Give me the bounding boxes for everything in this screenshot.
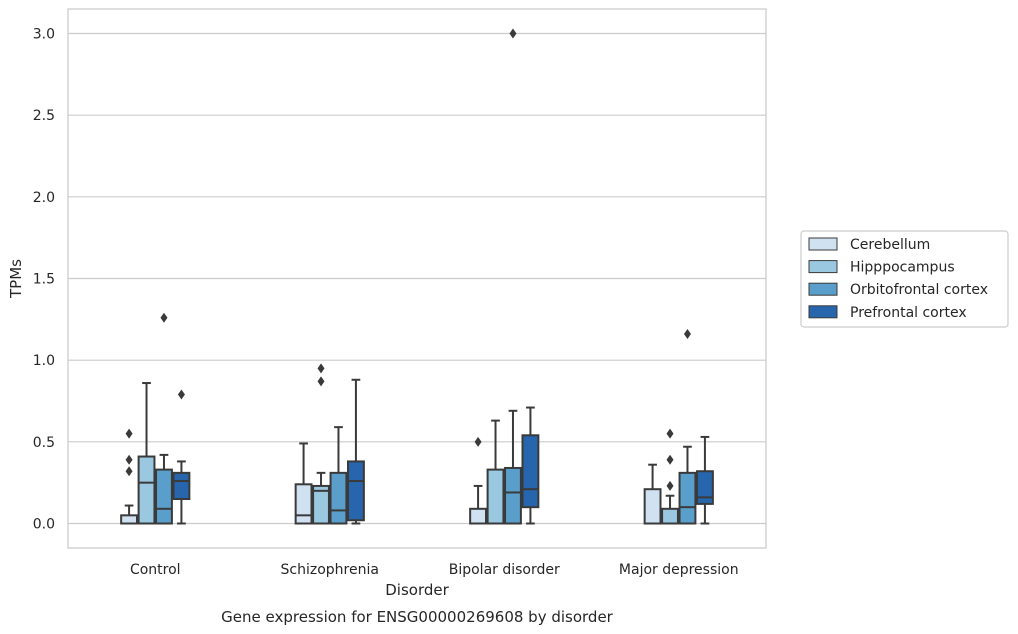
- legend-frame: [800, 230, 1009, 328]
- box-iqr: [312, 484, 330, 525]
- box-prefrontal-cortex: [172, 389, 191, 525]
- outlier-point: [177, 389, 185, 400]
- outlier-point: [666, 454, 674, 465]
- legend-swatch: [808, 305, 838, 319]
- x-tick-label: Major depression: [619, 562, 739, 578]
- gridlines: [68, 32, 766, 525]
- box-hipppocampus: [661, 428, 679, 525]
- y-tick-label: 1.5: [33, 272, 55, 288]
- legend-swatch: [808, 282, 838, 296]
- box-prefrontal-cortex: [347, 378, 365, 525]
- box-iqr: [504, 466, 522, 525]
- box-iqr: [329, 471, 348, 525]
- box-prefrontal-cortex: [696, 435, 714, 525]
- legend-label: Prefrontal cortex: [850, 305, 967, 321]
- box-cerebellum: [469, 436, 487, 525]
- box-orbitofrontal-cortex: [329, 426, 348, 525]
- outlier-point: [125, 466, 133, 477]
- y-tick-label: 1.0: [33, 353, 55, 369]
- legend: Cerebellum Hipppocampus Orbitofrontal cort…: [800, 230, 1009, 328]
- box-iqr: [521, 434, 540, 509]
- box-cerebellum: [120, 428, 139, 525]
- box-iqr: [643, 488, 662, 525]
- outlier-point: [666, 428, 674, 439]
- box-iqr: [469, 507, 487, 525]
- box-cerebellum: [643, 463, 662, 525]
- box-hipppocampus: [486, 419, 505, 525]
- outlier-point: [317, 376, 325, 387]
- box-orbitofrontal-cortex: [504, 28, 522, 525]
- box-iqr: [172, 471, 191, 501]
- box-orbitofrontal-cortex: [155, 312, 173, 525]
- legend-swatch: [808, 260, 838, 274]
- outlier-point: [683, 329, 691, 340]
- legend-label: Hipppocampus: [850, 260, 955, 276]
- box-iqr: [120, 514, 139, 525]
- box-iqr: [347, 460, 365, 522]
- box-hipppocampus: [312, 363, 330, 525]
- outlier-point: [474, 436, 482, 447]
- box-iqr: [696, 470, 714, 505]
- box-iqr: [155, 468, 173, 525]
- box-orbitofrontal-cortex: [678, 329, 697, 525]
- outlier-point: [317, 363, 325, 374]
- y-tick-label: 0.5: [33, 435, 55, 451]
- outlier-point: [666, 480, 674, 491]
- y-axis-label: TPMs: [7, 259, 25, 299]
- legend-swatch: [808, 237, 838, 251]
- outlier-point: [160, 312, 168, 323]
- x-axis-label: Disorder: [385, 581, 449, 599]
- y-tick-label: 0.0: [33, 517, 55, 533]
- box-hipppocampus: [137, 382, 156, 525]
- x-tick-label: Schizophrenia: [281, 562, 379, 578]
- x-tick-label: Control: [130, 562, 181, 578]
- box-prefrontal-cortex: [521, 406, 540, 525]
- box-groups: [120, 28, 714, 525]
- x-axis-ticks: Control Schizophrenia Bipolar disorder Majo…: [130, 562, 739, 578]
- plot-frame: [67, 8, 767, 549]
- outlier-point: [509, 28, 517, 39]
- box-cerebellum: [294, 442, 313, 525]
- y-tick-label: 2.5: [33, 108, 55, 124]
- box-iqr: [486, 468, 505, 525]
- box-iqr: [137, 455, 156, 525]
- box-iqr: [661, 507, 679, 525]
- chart-caption: Gene expression for ENSG00000269608 by d…: [221, 608, 614, 626]
- x-tick-label: Bipolar disorder: [449, 562, 560, 578]
- outlier-point: [125, 428, 133, 439]
- legend-label: Orbitofrontal cortex: [850, 282, 988, 298]
- y-axis-ticks: 0.0 0.5 1.0 1.5 2.0 2.5 3.0: [33, 27, 55, 533]
- box-iqr: [294, 483, 313, 525]
- box-iqr: [678, 471, 697, 525]
- y-tick-label: 3.0: [33, 27, 55, 43]
- legend-label: Cerebellum: [850, 237, 930, 253]
- y-tick-label: 2.0: [33, 190, 55, 206]
- outlier-point: [125, 454, 133, 465]
